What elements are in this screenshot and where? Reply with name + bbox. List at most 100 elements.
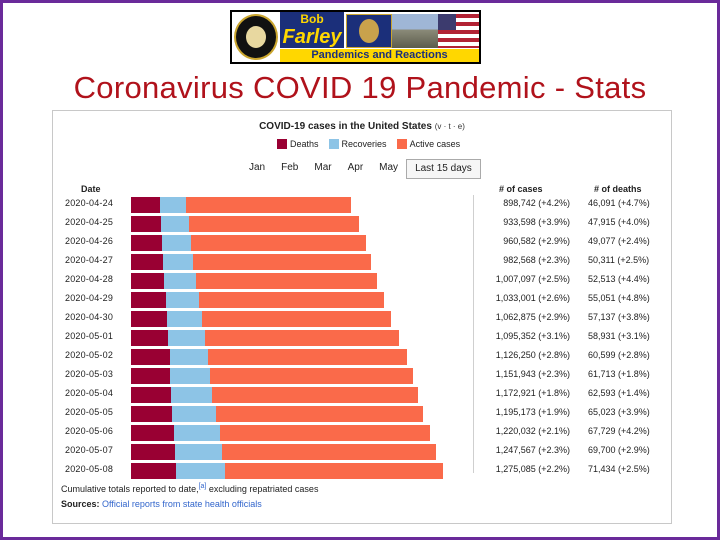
- bar-deaths: [131, 197, 161, 213]
- chart-title: COVID-19 cases in the United States (v ·…: [53, 121, 671, 132]
- row-date: 2020-05-06: [65, 426, 114, 436]
- legend-label-active: Active cases: [409, 139, 461, 149]
- bar-active: [215, 406, 424, 422]
- bar-recoveries: [163, 254, 194, 270]
- table-row: 2020-04-30 1,062,875 (+2.9%) 57,137 (+3.8%…: [53, 309, 671, 328]
- row-cases: 1,220,032 (+2.1%): [495, 426, 570, 436]
- footnote: Cumulative totals reported to date,[a] e…: [61, 483, 318, 494]
- bar-recoveries: [164, 273, 197, 289]
- row-date: 2020-04-27: [65, 255, 114, 265]
- period-tabs: Jan Feb Mar Apr May Last 15 days: [241, 159, 481, 179]
- bar-recoveries: [170, 368, 211, 384]
- bar-active: [191, 235, 367, 251]
- row-date: 2020-05-08: [65, 464, 114, 474]
- banner-subtitle: Pandemics and Reactions: [280, 49, 479, 62]
- bar-deaths: [131, 235, 163, 251]
- bar-recoveries: [167, 311, 203, 327]
- bar-recoveries: [160, 197, 187, 213]
- row-deaths: 67,729 (+4.2%): [588, 426, 650, 436]
- table-row: 2020-05-07 1,247,567 (+2.3%) 69,700 (+2.9%…: [53, 442, 671, 461]
- vte-links[interactable]: (v · t · e): [434, 122, 465, 131]
- table-row: 2020-05-02 1,126,250 (+2.8%) 60,599 (+2.8%…: [53, 347, 671, 366]
- tab-jan[interactable]: Jan: [249, 162, 266, 173]
- row-cases: 1,033,001 (+2.6%): [495, 293, 570, 303]
- row-date: 2020-05-02: [65, 350, 114, 360]
- row-deaths: 69,700 (+2.9%): [588, 445, 650, 455]
- row-cases: 982,568 (+2.3%): [503, 255, 570, 265]
- bar-deaths: [131, 349, 170, 365]
- chart-legend: Deaths Recoveries Active cases: [277, 139, 460, 149]
- row-date: 2020-05-01: [65, 331, 114, 341]
- row-deaths: 55,051 (+4.8%): [588, 293, 650, 303]
- footnote-text: Cumulative totals reported to date,: [61, 484, 199, 494]
- column-divider: [473, 195, 474, 473]
- bar-deaths: [131, 254, 163, 270]
- state-seal-icon: [346, 14, 392, 48]
- bar-active: [193, 254, 372, 270]
- footnote-ref[interactable]: [a]: [198, 483, 207, 490]
- row-cases: 933,598 (+3.9%): [503, 217, 570, 227]
- tab-may[interactable]: May: [379, 162, 399, 173]
- table-row: 2020-04-27 982,568 (+2.3%) 50,311 (+2.5%): [53, 252, 671, 271]
- row-cases: 960,582 (+2.9%): [503, 236, 570, 246]
- slide-title: Coronavirus COVID 19 Pandemic - Stats: [73, 70, 647, 105]
- table-row: 2020-05-01 1,095,352 (+3.1%) 58,931 (+3.1%…: [53, 328, 671, 347]
- row-deaths: 65,023 (+3.9%): [588, 407, 650, 417]
- table-row: 2020-04-25 933,598 (+3.9%) 47,915 (+4.0%): [53, 214, 671, 233]
- bar-active: [196, 273, 378, 289]
- bar-recoveries: [172, 406, 216, 422]
- banner-name: Farley: [280, 26, 344, 48]
- bar-recoveries: [170, 387, 213, 403]
- bar-recoveries: [168, 330, 206, 346]
- bar-deaths: [131, 311, 168, 327]
- tab-apr[interactable]: Apr: [347, 162, 364, 173]
- bar-recoveries: [166, 292, 200, 308]
- row-deaths: 71,434 (+2.5%): [588, 464, 650, 474]
- bar-active: [219, 425, 430, 441]
- row-date: 2020-05-03: [65, 369, 114, 379]
- us-flag-icon: [438, 14, 479, 48]
- row-deaths: 58,931 (+3.1%): [588, 331, 650, 341]
- row-deaths: 52,513 (+4.4%): [588, 274, 650, 284]
- tab-last-15-days[interactable]: Last 15 days: [406, 159, 481, 179]
- bar-deaths: [131, 273, 165, 289]
- bar-recoveries: [169, 349, 209, 365]
- row-cases: 1,172,921 (+1.8%): [495, 388, 570, 398]
- column-header-deaths: # of deaths: [594, 184, 642, 194]
- seal-left-icon: [234, 14, 278, 60]
- table-row: 2020-05-06 1,220,032 (+2.1%) 67,729 (+4.2%…: [53, 423, 671, 442]
- column-header-date: Date: [81, 184, 101, 194]
- bar-active: [189, 216, 360, 232]
- bar-recoveries: [176, 463, 225, 479]
- row-date: 2020-04-26: [65, 236, 114, 246]
- row-deaths: 49,077 (+2.4%): [588, 236, 650, 246]
- legend-swatch-deaths: [277, 139, 287, 149]
- bar-recoveries: [175, 444, 223, 460]
- bar-deaths: [131, 387, 171, 403]
- bar-deaths: [131, 368, 171, 384]
- legend-label-recoveries: Recoveries: [341, 139, 387, 149]
- bar-deaths: [131, 330, 169, 346]
- row-cases: 1,062,875 (+2.9%): [495, 312, 570, 322]
- row-date: 2020-04-25: [65, 217, 114, 227]
- bar-active: [210, 368, 413, 384]
- row-date: 2020-04-24: [65, 198, 114, 208]
- sources-link[interactable]: Official reports from state health offic…: [102, 499, 262, 509]
- bar-active: [222, 444, 437, 460]
- tab-feb[interactable]: Feb: [281, 162, 299, 173]
- row-date: 2020-04-28: [65, 274, 114, 284]
- row-cases: 1,126,250 (+2.8%): [495, 350, 570, 360]
- bar-deaths: [131, 216, 162, 232]
- row-deaths: 46,091 (+4.7%): [588, 198, 650, 208]
- legend-item-active: Active cases: [396, 139, 461, 149]
- legend-swatch-active: [396, 139, 407, 149]
- table-row: 2020-05-08 1,275,085 (+2.2%) 71,434 (+2.5%…: [53, 461, 671, 480]
- row-cases: 898,742 (+4.2%): [503, 198, 570, 208]
- tab-mar[interactable]: Mar: [314, 162, 332, 173]
- bar-recoveries: [162, 235, 192, 251]
- banner-logo: Bob Farley Pandemics and Reactions: [230, 10, 481, 64]
- table-row: 2020-05-05 1,195,173 (+1.9%) 65,023 (+3.9%…: [53, 404, 671, 423]
- table-row: 2020-04-26 960,582 (+2.9%) 49,077 (+2.4%): [53, 233, 671, 252]
- table-row: 2020-05-04 1,172,921 (+1.8%) 62,593 (+1.4%…: [53, 385, 671, 404]
- bar-active: [208, 349, 407, 365]
